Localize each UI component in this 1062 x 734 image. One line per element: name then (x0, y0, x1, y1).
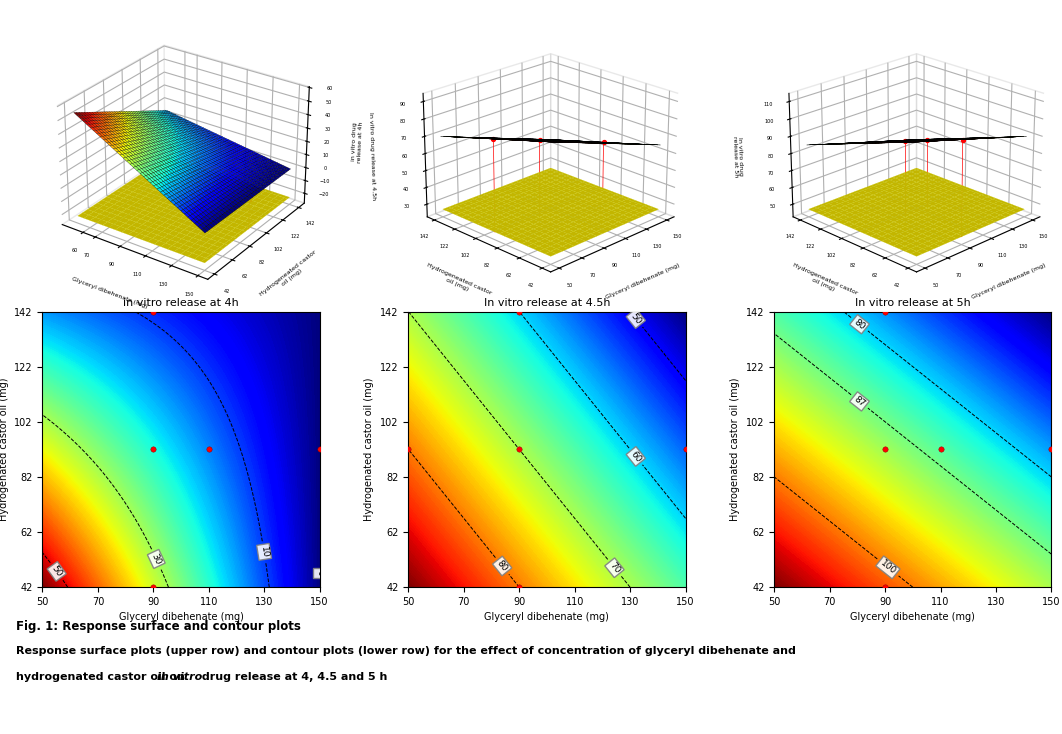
X-axis label: Glyceryl dibehenate (mg): Glyceryl dibehenate (mg) (119, 612, 243, 622)
Text: 80: 80 (852, 317, 867, 331)
Text: 10: 10 (259, 545, 270, 559)
Y-axis label: Hydrogeneated castor
oil (mg): Hydrogeneated castor oil (mg) (424, 262, 493, 301)
Y-axis label: Hydrogenated castor oil (mg): Hydrogenated castor oil (mg) (731, 377, 740, 521)
Text: in vitro: in vitro (157, 672, 203, 682)
Point (676, 443, 693, 455)
Text: 60: 60 (629, 449, 643, 464)
Text: 100: 100 (878, 559, 897, 576)
X-axis label: Glyceryl dibehenate (mg): Glyceryl dibehenate (mg) (71, 276, 149, 309)
X-axis label: Glyceryl dibehenate (mg): Glyceryl dibehenate (mg) (605, 263, 681, 300)
X-axis label: Glyceryl dibehenate (mg): Glyceryl dibehenate (mg) (971, 263, 1047, 300)
Text: drug release at 4, 4.5 and 5 h: drug release at 4, 4.5 and 5 h (198, 672, 387, 682)
Point (1043, 443, 1060, 455)
Y-axis label: Hydrogenated castor oil (mg): Hydrogenated castor oil (mg) (0, 377, 8, 521)
Title: In vitro release at 4.5h: In vitro release at 4.5h (483, 298, 611, 308)
Point (876, 581, 893, 593)
Title: In vitro release at 5h: In vitro release at 5h (855, 298, 971, 308)
Point (311, 443, 328, 455)
Point (511, 305, 528, 317)
Text: 87: 87 (852, 394, 867, 409)
X-axis label: Glyceryl dibehenate (mg): Glyceryl dibehenate (mg) (851, 612, 975, 622)
Point (400, 443, 417, 455)
Text: 80: 80 (495, 559, 510, 573)
Text: 70: 70 (607, 561, 621, 575)
Point (876, 305, 893, 317)
X-axis label: Glyceryl dibehenate (mg): Glyceryl dibehenate (mg) (484, 612, 610, 622)
Point (201, 443, 218, 455)
Text: Fig. 1: Response surface and contour plots: Fig. 1: Response surface and contour plo… (16, 620, 301, 633)
Text: 50: 50 (50, 564, 64, 578)
Text: 50: 50 (629, 311, 643, 326)
Text: Response surface plots (upper row) and contour plots (lower row) for the effect : Response surface plots (upper row) and c… (16, 646, 795, 656)
Point (144, 581, 161, 593)
Point (144, 305, 161, 317)
Text: hydrogenated castor oil on: hydrogenated castor oil on (16, 672, 189, 682)
Text: 0: 0 (315, 570, 324, 576)
Text: 30: 30 (150, 552, 162, 566)
Point (511, 581, 528, 593)
Point (511, 443, 528, 455)
Point (876, 443, 893, 455)
Title: in vitro release at 4h: in vitro release at 4h (123, 298, 239, 308)
Y-axis label: Hydrogeneated castor
oil (mg): Hydrogeneated castor oil (mg) (790, 262, 858, 301)
Y-axis label: Hydrogenated castor oil (mg): Hydrogenated castor oil (mg) (364, 377, 375, 521)
Point (932, 443, 949, 455)
Point (144, 443, 161, 455)
Y-axis label: Hydrogeneated castor
oil (mg): Hydrogeneated castor oil (mg) (259, 250, 321, 302)
